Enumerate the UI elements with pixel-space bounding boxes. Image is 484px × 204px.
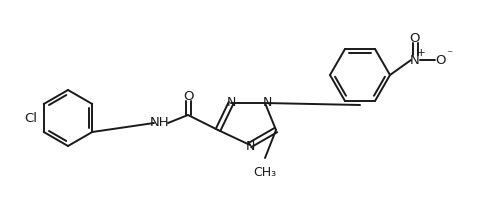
Text: N: N [262, 95, 272, 109]
Text: N: N [227, 95, 236, 109]
Text: O: O [410, 31, 420, 44]
Text: Cl: Cl [24, 112, 37, 124]
Text: N: N [410, 53, 420, 67]
Text: NH: NH [150, 116, 170, 130]
Text: O: O [435, 53, 445, 67]
Text: CH₃: CH₃ [254, 166, 276, 179]
Text: O: O [183, 90, 193, 102]
Text: +: + [417, 48, 425, 58]
Text: ⁻: ⁻ [446, 49, 452, 61]
Text: N: N [245, 140, 255, 153]
